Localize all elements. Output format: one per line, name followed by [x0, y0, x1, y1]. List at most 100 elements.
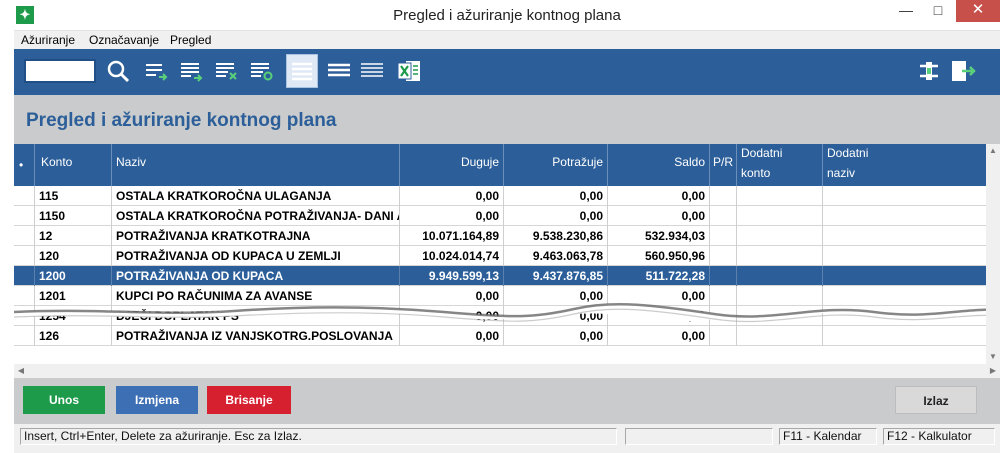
cell-empty [709, 286, 736, 306]
table-row[interactable]: 1150 OSTALA KRATKOROČNA POTRAŽIVANJA- DAN… [14, 206, 986, 226]
header-potrazuje[interactable]: Potražuje [503, 144, 607, 186]
cell-saldo: 511.722,28 [607, 266, 709, 286]
cell-empty [14, 306, 34, 326]
cell-potrazuje: 0,00 [503, 286, 607, 306]
izlaz-button[interactable]: Izlaz [895, 386, 977, 414]
table-row[interactable]: 1200 POTRAŽIVANJA OD KUPACA 9.949.599,13 9.… [14, 266, 986, 286]
excel-icon[interactable] [394, 56, 424, 86]
scroll-down-icon[interactable]: ▼ [989, 352, 997, 361]
add-rows-icon[interactable] [177, 56, 207, 86]
cell-empty [822, 226, 986, 246]
cell-konto: 1150 [34, 206, 111, 226]
search-input[interactable] [24, 59, 96, 83]
header-konto[interactable]: Konto [34, 144, 111, 186]
izmjena-button[interactable]: Izmjena [116, 386, 198, 414]
scroll-right-icon[interactable]: ▶ [989, 366, 997, 375]
accounts-grid[interactable]: • Konto Naziv Duguje Potražuje Saldo P/R… [14, 144, 986, 364]
header-dodatni-konto[interactable]: Dodatni konto [736, 144, 822, 186]
header-naziv[interactable]: Naziv [111, 144, 399, 186]
cell-naziv: OSTALA KRATKOROČNA POTRAŽIVANJA- DANI AV… [111, 206, 399, 226]
cell-empty [14, 206, 34, 226]
cell-konto: 1200 [34, 266, 111, 286]
cell-saldo: 560.950,96 [607, 246, 709, 266]
cell-naziv: POTRAŽIVANJA IZ VANJSKOTRG.POSLOVANJA [111, 326, 399, 346]
menu-azuriranje[interactable]: Ažuriranje [21, 33, 76, 47]
cell-saldo: 0,00 [607, 326, 709, 346]
header-duguje[interactable]: Duguje [399, 144, 503, 186]
cell-empty [709, 246, 736, 266]
toolbar [14, 49, 1000, 95]
list-view-icon[interactable] [286, 54, 318, 88]
scroll-up-icon[interactable]: ▲ [989, 146, 997, 155]
title-bar: ✦ Pregled i ažuriranje kontnog plana — □… [14, 0, 1000, 31]
scroll-left-icon[interactable]: ◀ [17, 366, 25, 375]
cell-naziv: POTRAŽIVANJA OD KUPACA [111, 266, 399, 286]
status-calculator[interactable]: F12 - Kalkulator [883, 428, 995, 445]
cell-empty [709, 186, 736, 206]
cell-empty [736, 186, 822, 206]
cell-duguje: 0,00 [399, 286, 503, 306]
cell-empty [709, 266, 736, 286]
app-window: ✦ Pregled i ažuriranje kontnog plana — □… [14, 0, 1000, 453]
settings-icon[interactable] [914, 56, 944, 86]
header-marker: • [19, 158, 24, 172]
delete-rows-icon[interactable] [212, 56, 242, 86]
menu-oznacavanje[interactable]: Označavanje [89, 33, 160, 47]
header-dodatni-naziv[interactable]: Dodatni naziv [822, 144, 986, 186]
header-pr[interactable]: P/R [709, 144, 736, 186]
page-title: Pregled i ažuriranje kontnog plana [26, 110, 337, 131]
app-logo-icon: ✦ [16, 6, 34, 24]
cell-empty [14, 326, 34, 346]
cell-saldo: 0,00 [607, 186, 709, 206]
cell-konto: 120 [34, 246, 111, 266]
cell-naziv: KUPCI PO RAČUNIMA ZA AVANSE [111, 286, 399, 306]
cell-potrazuje: 0,00 [503, 326, 607, 346]
status-hint: Insert, Ctrl+Enter, Delete za ažuriranje… [20, 428, 617, 445]
search-icon[interactable] [103, 56, 133, 86]
status-bar: Insert, Ctrl+Enter, Delete za ažuriranje… [14, 424, 1000, 453]
cell-empty [709, 206, 736, 226]
cell-duguje: 0,00 [399, 326, 503, 346]
cell-empty [736, 246, 822, 266]
refresh-rows-icon[interactable] [247, 56, 277, 86]
cell-potrazuje: 0,00 [503, 306, 607, 326]
cell-empty [736, 306, 822, 326]
table-row[interactable]: 115 OSTALA KRATKOROČNA ULAGANJA 0,00 0,00 0,… [14, 186, 986, 206]
table-row[interactable]: 1201 KUPCI PO RAČUNIMA ZA AVANSE 0,00 0,00 0… [14, 286, 986, 306]
cell-potrazuje: 9.437.876,85 [503, 266, 607, 286]
menu-pregled[interactable]: Pregled [170, 33, 212, 47]
cell-duguje: 0,00 [399, 206, 503, 226]
minimize-button[interactable]: — [899, 2, 913, 18]
add-row-icon[interactable] [142, 56, 172, 86]
vertical-scrollbar[interactable]: ▲ ▼ [986, 144, 1000, 364]
table-row[interactable]: 1254 DJEČI DOPLATAK PS 0,00 0,00 0,00 [14, 306, 986, 326]
maximize-button[interactable]: □ [933, 2, 943, 18]
list-plain-icon[interactable] [357, 56, 387, 86]
exit-icon[interactable] [948, 56, 978, 86]
cell-saldo: 0,00 [607, 206, 709, 226]
list-compact-icon[interactable] [324, 56, 354, 86]
header-saldo[interactable]: Saldo [607, 144, 709, 186]
cell-empty [709, 226, 736, 246]
status-calendar[interactable]: F11 - Kalendar [779, 428, 877, 445]
brisanje-button[interactable]: Brisanje [207, 386, 291, 414]
cell-potrazuje: 9.463.063,78 [503, 246, 607, 266]
table-row[interactable]: 120 POTRAŽIVANJA OD KUPACA U ZEMLJI 10.024… [14, 246, 986, 266]
horizontal-scrollbar[interactable]: ◀ ▶ [14, 364, 1000, 378]
cell-potrazuje: 0,00 [503, 206, 607, 226]
cell-empty [822, 306, 986, 326]
cell-empty [14, 246, 34, 266]
cell-potrazuje: 9.538.230,86 [503, 226, 607, 246]
cell-duguje: 0,00 [399, 186, 503, 206]
cell-konto: 12 [34, 226, 111, 246]
cell-empty [14, 286, 34, 306]
close-button[interactable]: ✕ [956, 0, 1000, 22]
cell-saldo: 0,00 [607, 306, 709, 326]
unos-button[interactable]: Unos [23, 386, 105, 414]
cell-duguje: 0,00 [399, 306, 503, 326]
table-row[interactable]: 126 POTRAŽIVANJA IZ VANJSKOTRG.POSLOVANJA… [14, 326, 986, 346]
menu-bar: Ažuriranje Označavanje Pregled [14, 31, 1000, 49]
cell-empty [822, 286, 986, 306]
table-row[interactable]: 12 POTRAŽIVANJA KRATKOTRAJNA 10.071.164,89… [14, 226, 986, 246]
cell-empty [709, 306, 736, 326]
